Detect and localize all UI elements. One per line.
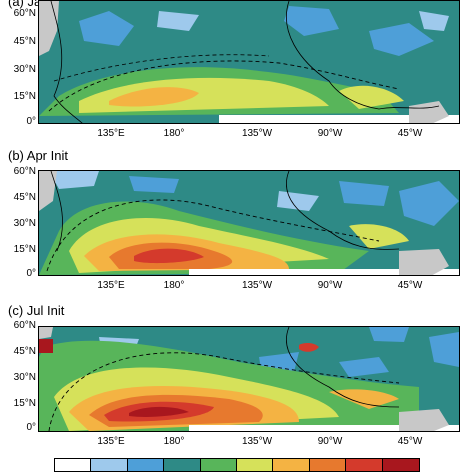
panel-b-ylabel-15n: 15°N <box>13 244 36 255</box>
panel-c-map <box>38 326 460 432</box>
panel-b-ylabel-30n: 30°N <box>13 218 36 229</box>
colorbar-swatch <box>382 459 419 471</box>
panel-c-xlabel-180: 180° <box>163 436 185 447</box>
panel-c-xlabel-90w: 90°W <box>317 436 343 447</box>
panel-b-xlabel-90w: 90°W <box>317 280 343 291</box>
panel-b-map <box>38 170 460 276</box>
panel-b-ylabel-0: 0° <box>26 268 36 279</box>
panel-a-ylabel-30n: 30°N <box>13 64 36 75</box>
panel-a-ylabel-15n: 15°N <box>13 91 36 102</box>
panel-a-ylabel-45n: 45°N <box>13 36 36 47</box>
colorbar <box>54 458 420 472</box>
colorbar-swatch <box>309 459 347 471</box>
panel-a-map <box>38 0 460 124</box>
panel-b-title: (b) Apr Init <box>8 148 68 163</box>
colorbar-swatch <box>91 459 128 471</box>
panel-b-xlabel-135e: 135°E <box>97 280 125 291</box>
panel-b-ylabel-45n: 45°N <box>13 192 36 203</box>
colorbar-swatch <box>127 459 165 471</box>
panel-a-xlabel-135w: 135°W <box>241 128 273 139</box>
colorbar-swatch <box>200 459 237 471</box>
panel-a-field <box>39 1 459 123</box>
panel-a-xlabel-90w: 90°W <box>317 128 343 139</box>
panel-c-xlabel-135w: 135°W <box>241 436 273 447</box>
colorbar-swatch <box>236 459 274 471</box>
panel-a-xlabel-45w: 45°W <box>397 128 423 139</box>
panel-c-ylabel-60n: 60°N <box>13 320 36 331</box>
panel-c-ylabel-15n: 15°N <box>13 398 36 409</box>
panel-a-xlabel-180: 180° <box>163 128 185 139</box>
panel-c-field <box>39 327 459 431</box>
panel-a-xlabel-135e: 135°E <box>97 128 125 139</box>
panel-c-ylabel-30n: 30°N <box>13 372 36 383</box>
panel-c-xlabel-45w: 45°W <box>397 436 423 447</box>
panel-c-ylabel-0: 0° <box>26 422 36 433</box>
colorbar-swatch <box>273 459 310 471</box>
panel-b-xlabel-135w: 135°W <box>241 280 273 291</box>
panel-a-ylabel-60n: 60°N <box>13 8 36 19</box>
panel-b-xlabel-45w: 45°W <box>397 280 423 291</box>
panel-c-xlabel-135e: 135°E <box>97 436 125 447</box>
panel-b-ylabel-60n: 60°N <box>13 166 36 177</box>
panel-b-field <box>39 171 459 275</box>
colorbar-swatch <box>164 459 201 471</box>
colorbar-swatch <box>346 459 383 471</box>
colorbar-swatch <box>55 459 92 471</box>
panel-c-ylabel-45n: 45°N <box>13 346 36 357</box>
panel-b-xlabel-180: 180° <box>163 280 185 291</box>
panel-c-title: (c) Jul Init <box>8 303 65 318</box>
panel-a-ylabel-0: 0° <box>26 116 36 127</box>
